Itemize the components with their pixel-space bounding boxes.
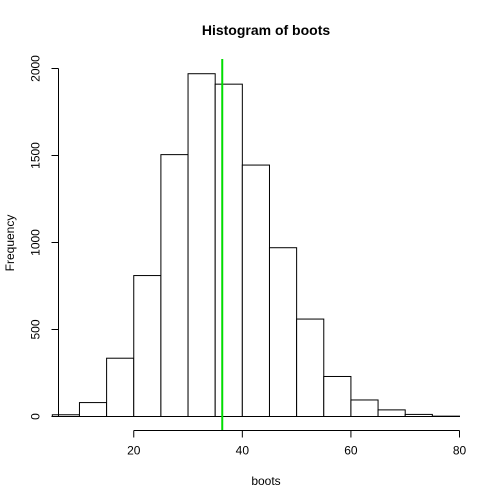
histogram-bar-20-25 [133,275,162,417]
histogram-bar-15-20 [106,357,135,417]
y-tick-label-1500: 1500 [29,142,43,169]
x-tick-label-40: 40 [236,444,250,458]
y-axis-label: Frequency [3,215,17,272]
histogram-bar-55-60 [323,375,352,418]
bars-group [51,73,461,418]
chart-title: Histogram of boots [202,22,331,38]
x-tick-label-60: 60 [344,444,358,458]
y-tick-label-0: 0 [29,413,43,420]
x-tick-label-20: 20 [127,444,141,458]
y-axis: 0 500 1000 1500 2000 [29,55,59,420]
y-tick-label-2000: 2000 [29,55,43,82]
histogram-bar-60-65 [350,399,379,418]
histogram-bar-70-75 [404,413,433,417]
x-axis-label: boots [251,474,280,488]
histogram-bar-30-35 [187,73,216,417]
histogram-bar-65-70 [377,409,406,418]
histogram-bar-45-50 [268,247,298,417]
y-tick-label-1000: 1000 [29,229,43,256]
y-tick-label-500: 500 [29,319,43,339]
histogram-bar-10-15 [78,402,108,417]
histogram-bar-40-45 [241,164,270,417]
x-tick-label-80: 80 [453,444,467,458]
histogram-bar-25-30 [160,154,189,417]
histogram-bar-50-55 [296,318,325,417]
histogram-bar-35-40 [214,83,243,417]
x-axis: 20 40 60 80 [127,430,467,458]
